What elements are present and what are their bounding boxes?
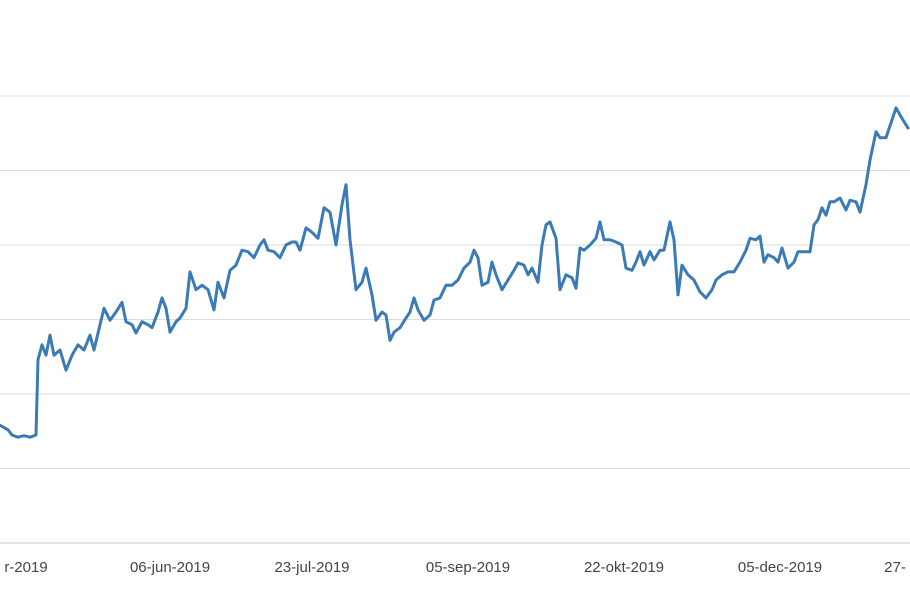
x-tick-label: 05-sep-2019 (426, 559, 510, 576)
x-tick-label: 22-okt-2019 (584, 559, 664, 576)
x-tick-label: 23-jul-2019 (274, 559, 349, 576)
x-tick-label: r-2019 (4, 559, 47, 576)
line-series (0, 106, 910, 439)
x-tick-label: 05-dec-2019 (738, 559, 822, 576)
x-tick-label: 06-jun-2019 (130, 559, 210, 576)
x-tick-label: 27- (884, 559, 906, 576)
